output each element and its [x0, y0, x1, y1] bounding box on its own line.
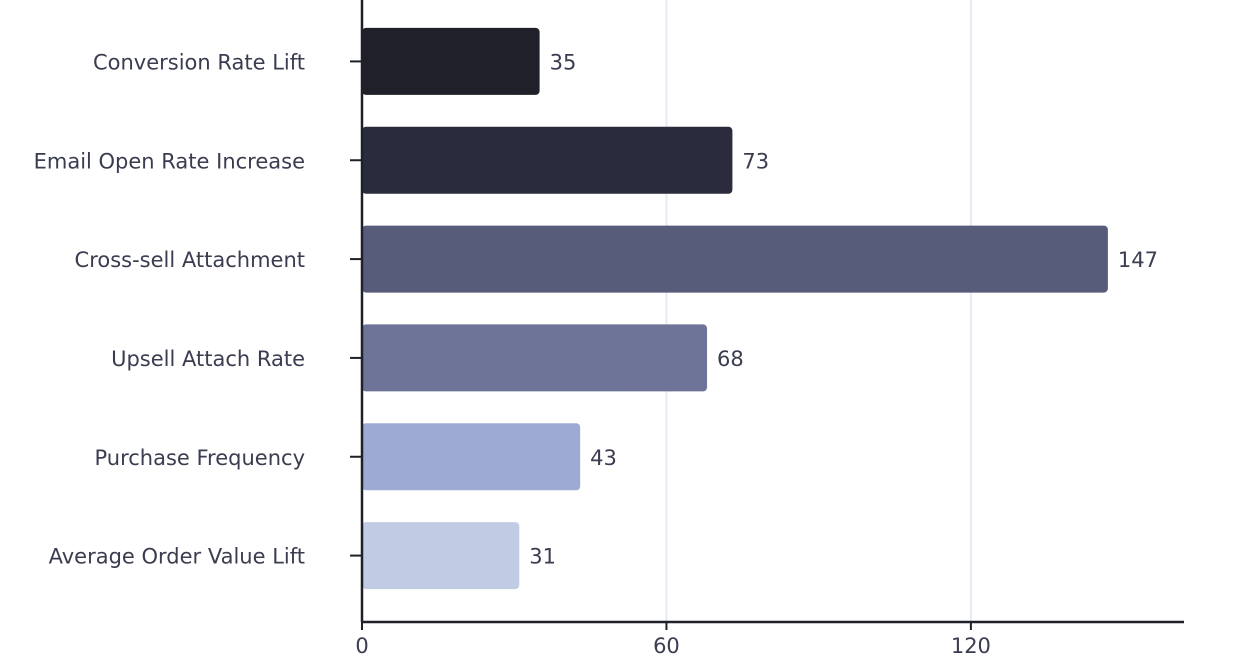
x-tick-label: 120 — [951, 634, 991, 658]
value-label: 147 — [1118, 248, 1158, 272]
value-label: 68 — [717, 347, 744, 371]
value-label: 31 — [529, 545, 556, 569]
value-label: 73 — [742, 149, 769, 173]
bar — [362, 423, 581, 491]
y-tick-label: Cross-sell Attachment — [75, 248, 305, 272]
y-tick-label: Average Order Value Lift — [49, 545, 305, 569]
y-tick-label: Purchase Frequency — [94, 446, 305, 470]
bar — [362, 126, 733, 194]
y-tick-label: Email Open Rate Increase — [34, 149, 305, 173]
y-tick-label: Conversion Rate Lift — [93, 50, 305, 74]
bar — [362, 522, 520, 590]
bar — [362, 324, 708, 392]
x-tick-label: 60 — [653, 634, 680, 658]
bar — [362, 27, 540, 95]
bar — [362, 225, 1108, 293]
value-label: 43 — [590, 446, 617, 470]
value-label: 35 — [550, 50, 577, 74]
y-tick-label: Upsell Attach Rate — [111, 347, 305, 371]
x-tick-label: 0 — [355, 634, 368, 658]
